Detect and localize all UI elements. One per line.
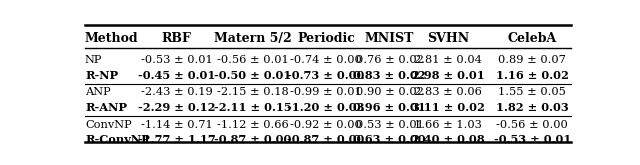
Text: 0.63 ± 0.00: 0.63 ± 0.00 <box>353 134 426 145</box>
Text: -0.92 ± 0.00: -0.92 ± 0.00 <box>290 120 362 130</box>
Text: -1.12 ± 0.66: -1.12 ± 0.66 <box>217 120 289 130</box>
Text: 0.53 ± 0.01: 0.53 ± 0.01 <box>356 120 424 130</box>
Text: -0.53 ± 0.01: -0.53 ± 0.01 <box>493 134 571 145</box>
Text: NP: NP <box>85 55 102 65</box>
Text: -0.73 ± 0.00: -0.73 ± 0.00 <box>287 70 365 81</box>
Text: -2.11 ± 0.15: -2.11 ± 0.15 <box>214 102 291 113</box>
Text: CelebA: CelebA <box>508 32 557 45</box>
Text: R-ConvNP: R-ConvNP <box>85 134 150 145</box>
Text: 2.98 ± 0.01: 2.98 ± 0.01 <box>412 70 484 81</box>
Text: 2.40 ± 0.08: 2.40 ± 0.08 <box>412 134 484 145</box>
Text: -2.15 ± 0.18: -2.15 ± 0.18 <box>217 87 289 97</box>
Text: -0.87 ± 0.00: -0.87 ± 0.00 <box>287 134 365 145</box>
Text: -0.56 ± 0.01: -0.56 ± 0.01 <box>217 55 289 65</box>
Text: 0.83 ± 0.02: 0.83 ± 0.02 <box>353 70 426 81</box>
Text: ConvNP: ConvNP <box>85 120 132 130</box>
Text: -2.43 ± 0.19: -2.43 ± 0.19 <box>141 87 212 97</box>
Text: 2.81 ± 0.04: 2.81 ± 0.04 <box>414 55 482 65</box>
Text: -0.99 ± 0.01: -0.99 ± 0.01 <box>290 87 362 97</box>
Text: Matern 5/2: Matern 5/2 <box>214 32 291 45</box>
Text: -0.56 ± 0.00: -0.56 ± 0.00 <box>497 120 568 130</box>
Text: 1.16 ± 0.02: 1.16 ± 0.02 <box>496 70 569 81</box>
Text: RBF: RBF <box>162 32 191 45</box>
Text: ANP: ANP <box>85 87 111 97</box>
Text: 1.66 ± 1.03: 1.66 ± 1.03 <box>414 120 482 130</box>
Text: 1.82 ± 0.03: 1.82 ± 0.03 <box>496 102 569 113</box>
Text: -2.29 ± 0.12: -2.29 ± 0.12 <box>138 102 216 113</box>
Text: -0.45 ± 0.01: -0.45 ± 0.01 <box>138 70 216 81</box>
Text: R-NP: R-NP <box>85 70 118 81</box>
Text: R-ANP: R-ANP <box>85 102 127 113</box>
Text: MNIST: MNIST <box>365 32 414 45</box>
Text: Periodic: Periodic <box>297 32 355 45</box>
Text: -0.53 ± 0.01: -0.53 ± 0.01 <box>141 55 212 65</box>
Text: -1.77 ± 1.17: -1.77 ± 1.17 <box>138 134 216 145</box>
Text: -0.50 ± 0.01: -0.50 ± 0.01 <box>214 70 291 81</box>
Text: -0.74 ± 0.00: -0.74 ± 0.00 <box>290 55 362 65</box>
Text: 0.76 ± 0.02: 0.76 ± 0.02 <box>356 55 424 65</box>
Text: -1.14 ± 0.71: -1.14 ± 0.71 <box>141 120 212 130</box>
Text: 3.11 ± 0.02: 3.11 ± 0.02 <box>412 102 484 113</box>
Text: 0.96 ± 0.01: 0.96 ± 0.01 <box>353 102 426 113</box>
Text: Method: Method <box>85 32 139 45</box>
Text: SVHN: SVHN <box>427 32 469 45</box>
Text: -1.20 ± 0.03: -1.20 ± 0.03 <box>287 102 365 113</box>
Text: 0.90 ± 0.02: 0.90 ± 0.02 <box>356 87 424 97</box>
Text: 1.55 ± 0.05: 1.55 ± 0.05 <box>499 87 566 97</box>
Text: -0.87 ± 0.00: -0.87 ± 0.00 <box>214 134 291 145</box>
Text: 0.89 ± 0.07: 0.89 ± 0.07 <box>499 55 566 65</box>
Text: 2.83 ± 0.06: 2.83 ± 0.06 <box>414 87 482 97</box>
